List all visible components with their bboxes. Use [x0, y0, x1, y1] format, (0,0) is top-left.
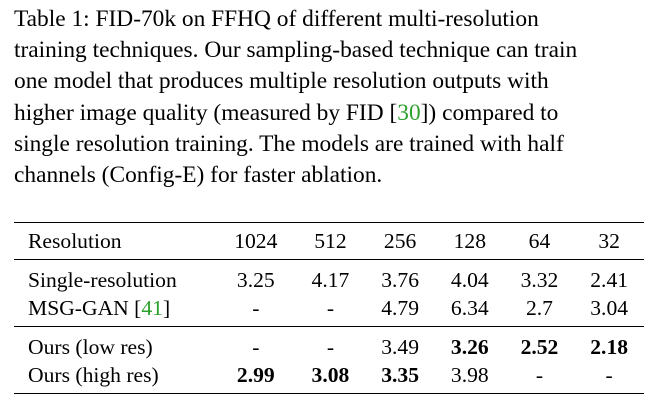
row-label: Single-resolution [14, 259, 216, 294]
table-cell-best: 2.18 [574, 326, 644, 361]
table-cell: 3.25 [216, 259, 296, 294]
table-cell-best: 3.08 [295, 361, 366, 394]
table-cell: 6.34 [450, 296, 489, 320]
table-row: Single-resolution 3.25 4.17 3.76 4.04 3.… [14, 259, 644, 294]
table-cell: 2.7 [525, 296, 553, 320]
header-256: 256 [365, 222, 435, 260]
table-cell: 4.04 [434, 259, 505, 294]
table-cell: 3.04 [590, 296, 629, 320]
table-row: Ours (high res) 2.99 3.08 3.35 3.98 - - [14, 361, 644, 394]
table-header-row: Resolution 1024 512 256 128 64 32 [14, 222, 644, 260]
caption-line-4-text-b: ]) compared to [420, 99, 559, 126]
header-64: 64 [504, 222, 575, 260]
caption-line-6: channels (Config-E) for faster ablation. [14, 162, 383, 189]
table-caption: Table 1: FID-70k on FFHQ of different mu… [14, 4, 650, 191]
citation-link-41[interactable]: 41 [141, 296, 163, 320]
table-row: MSG-GAN [41] - - 4.79 6.34 2.7 3.04 [14, 294, 644, 327]
results-table-container: Resolution 1024 512 256 128 64 32 Single… [14, 222, 644, 394]
citation-link-30[interactable]: 30 [397, 99, 421, 126]
caption-line-5: single resolution training. The models a… [14, 130, 564, 157]
table-cell: 4.79 [381, 296, 420, 320]
header-512: 512 [295, 222, 366, 260]
table-cell: 3.32 [504, 259, 575, 294]
table-cell: 3.49 [365, 326, 435, 361]
table-cell: 2.41 [574, 259, 644, 294]
table-cell: - [252, 296, 260, 320]
table-cell-best: 3.35 [365, 361, 435, 394]
caption-line-4-text-a: higher image quality (measured by FID [ [14, 99, 398, 126]
row-label-text-a: MSG-GAN [ [28, 296, 142, 320]
row-label: MSG-GAN [41] [14, 294, 216, 327]
row-label: Ours (low res) [14, 326, 216, 361]
header-32: 32 [574, 222, 644, 260]
table-cell: 3.98 [434, 361, 505, 394]
caption-line-4: higher image quality (measured by FID [3… [14, 98, 650, 129]
table-cell: - [574, 361, 644, 394]
caption-line-3: one model that produces multiple resolut… [14, 68, 549, 95]
table-cell-best: 3.26 [434, 326, 505, 361]
table-row: Ours (low res) - - 3.49 3.26 2.52 2.18 [14, 326, 644, 361]
table-cell-best: 2.99 [216, 361, 296, 394]
header-resolution: Resolution [14, 222, 216, 260]
caption-line-2: training techniques. Our sampling-based … [14, 37, 578, 64]
header-128: 128 [434, 222, 505, 260]
table-cell: - [216, 326, 296, 361]
caption-line-1: Table 1: FID-70k on FFHQ of different mu… [14, 6, 539, 32]
table-cell: 4.17 [295, 259, 366, 294]
table-cell: - [326, 296, 335, 320]
header-1024: 1024 [216, 222, 296, 260]
row-label: Ours (high res) [14, 361, 216, 394]
row-label-text-b: ] [162, 296, 171, 320]
table-cell: 3.76 [365, 259, 435, 294]
table-cell-best: 2.52 [504, 326, 575, 361]
table-cell: - [295, 326, 366, 361]
results-table: Resolution 1024 512 256 128 64 32 Single… [14, 222, 644, 394]
table-cell: - [504, 361, 575, 394]
